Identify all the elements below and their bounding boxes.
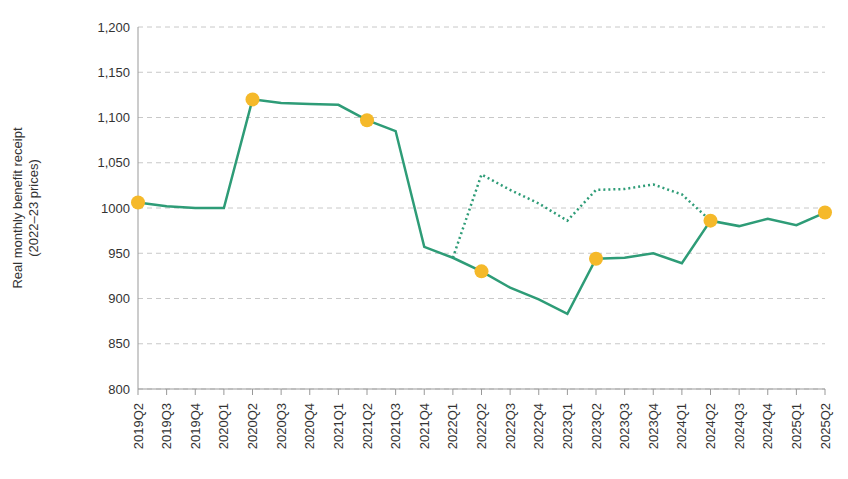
svg-text:2021Q1: 2021Q1 <box>331 403 346 449</box>
svg-text:2024Q3: 2024Q3 <box>732 403 747 449</box>
svg-text:2023Q3: 2023Q3 <box>617 403 632 449</box>
svg-text:2024Q2: 2024Q2 <box>703 403 718 449</box>
svg-text:2019Q3: 2019Q3 <box>159 403 174 449</box>
svg-text:2025Q2: 2025Q2 <box>818 403 833 449</box>
svg-text:2024Q4: 2024Q4 <box>760 403 775 449</box>
svg-text:1,150: 1,150 <box>97 65 130 80</box>
svg-text:Real monthly benefit receipt(2: Real monthly benefit receipt(2022–23 pri… <box>10 127 41 289</box>
svg-text:2021Q4: 2021Q4 <box>417 403 432 449</box>
svg-text:2021Q2: 2021Q2 <box>360 403 375 449</box>
svg-text:2023Q2: 2023Q2 <box>589 403 604 449</box>
svg-text:2022Q3: 2022Q3 <box>503 403 518 449</box>
svg-text:2022Q1: 2022Q1 <box>445 403 460 449</box>
svg-text:900: 900 <box>108 291 130 306</box>
svg-text:950: 950 <box>108 246 130 261</box>
svg-text:1,200: 1,200 <box>97 20 130 35</box>
svg-text:2022Q2: 2022Q2 <box>474 403 489 449</box>
svg-text:2020Q2: 2020Q2 <box>245 403 260 449</box>
svg-text:1,100: 1,100 <box>97 110 130 125</box>
svg-text:1,050: 1,050 <box>97 155 130 170</box>
svg-text:2025Q1: 2025Q1 <box>789 403 804 449</box>
svg-text:2020Q3: 2020Q3 <box>274 403 289 449</box>
svg-text:2022Q4: 2022Q4 <box>531 403 546 449</box>
svg-text:2019Q2: 2019Q2 <box>131 403 146 449</box>
svg-text:800: 800 <box>108 382 130 397</box>
svg-text:2024Q1: 2024Q1 <box>674 403 689 449</box>
svg-text:1000: 1000 <box>101 201 130 216</box>
svg-text:2021Q3: 2021Q3 <box>388 403 403 449</box>
svg-text:2019Q4: 2019Q4 <box>188 403 203 449</box>
svg-text:2020Q1: 2020Q1 <box>216 403 231 449</box>
svg-text:2023Q4: 2023Q4 <box>646 403 661 449</box>
svg-text:2020Q4: 2020Q4 <box>302 403 317 449</box>
svg-text:2023Q1: 2023Q1 <box>560 403 575 449</box>
svg-text:850: 850 <box>108 336 130 351</box>
